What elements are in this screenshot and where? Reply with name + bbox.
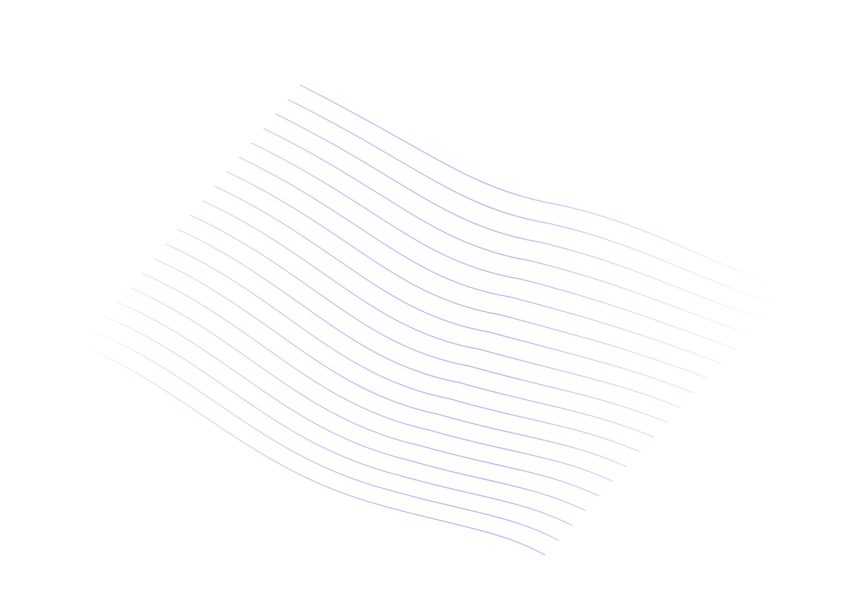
wave-line-group — [79, 84, 791, 556]
wave-line — [201, 199, 682, 409]
wave-line — [165, 243, 641, 453]
wave-line — [153, 257, 627, 468]
wave-line — [214, 185, 695, 394]
wave-line — [189, 214, 668, 424]
wave-line — [250, 142, 736, 350]
wave-line — [128, 286, 600, 497]
wave-line — [238, 156, 723, 365]
wave-line — [91, 329, 559, 541]
wave-line — [299, 84, 791, 291]
wave-line — [287, 98, 777, 306]
wave-line — [140, 272, 614, 482]
wave-line — [116, 301, 587, 512]
wave-line — [79, 344, 546, 556]
wave-line — [104, 315, 573, 527]
wave-line — [263, 127, 750, 335]
wave-line — [177, 228, 655, 438]
wave-line — [275, 113, 763, 321]
wave-line — [226, 171, 709, 379]
